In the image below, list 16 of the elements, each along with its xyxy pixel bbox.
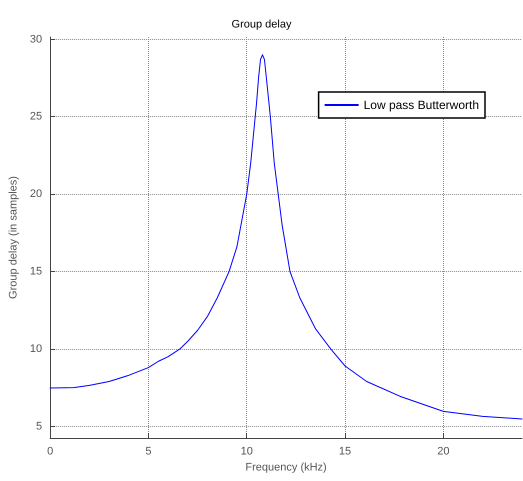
y-axis-title: Group delay (in samples) <box>8 176 20 299</box>
x-tick-label: 20 <box>437 446 450 458</box>
x-tick-label: 10 <box>240 446 253 458</box>
y-tick-label: 25 <box>30 110 42 123</box>
x-tick-label: 0 <box>47 446 54 458</box>
legend-label: Low pass Butterworth <box>364 98 479 112</box>
x-tick-label: 15 <box>338 446 352 458</box>
y-tick-label: 30 <box>30 33 42 46</box>
y-tick-label: 5 <box>36 420 42 432</box>
y-tick-label: 20 <box>30 188 42 200</box>
x-axis-title: Frequency (kHz) <box>245 461 327 474</box>
chart-title: Group delay <box>232 18 292 30</box>
line-series <box>50 54 522 420</box>
x-tick-label: 5 <box>145 446 152 458</box>
y-tick-label: 10 <box>30 342 42 355</box>
y-tick-label: 15 <box>30 266 42 278</box>
